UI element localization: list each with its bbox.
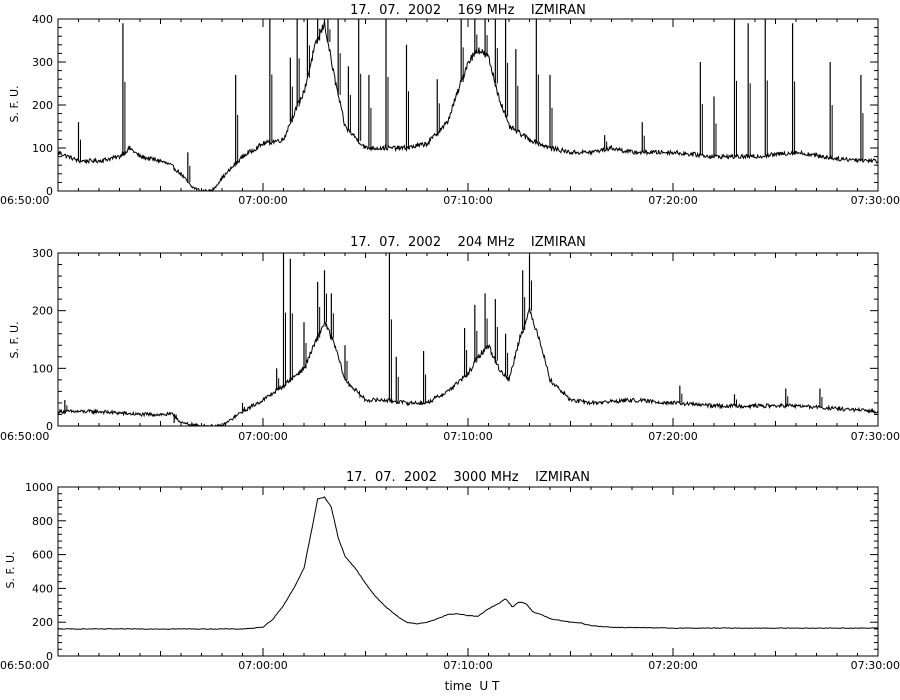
- series-line: [58, 496, 879, 630]
- x-tick-label: 07:10:00: [443, 659, 492, 672]
- y-tick-label: 800: [32, 515, 53, 528]
- x-tick-label: 07:10:00: [443, 430, 492, 443]
- x-tick-label: 06:50:00: [0, 430, 49, 443]
- panel-3000mhz-series: [58, 496, 879, 630]
- x-tick-label: 06:50:00: [0, 194, 49, 207]
- y-tick-label: 0: [46, 420, 53, 433]
- y-tick-label: 400: [32, 582, 53, 595]
- y-tick-label: 600: [32, 549, 53, 562]
- x-tick-label: 07:30:00: [851, 659, 900, 672]
- x-tick-label: 07:00:00: [238, 430, 287, 443]
- y-tick-label: 200: [32, 305, 53, 318]
- y-tick-label: 100: [32, 142, 53, 155]
- x-tick-label: 06:50:00: [0, 659, 49, 672]
- y-tick-label: 300: [32, 56, 53, 69]
- panel-204mhz-series: [57, 253, 879, 428]
- panel-204mhz-ylabel: S. F. U.: [8, 321, 21, 358]
- panel-169mhz: 17. 07. 2002 169 MHz IZMIRAN S. F. U. 06…: [0, 3, 900, 207]
- x-tick-label: 07:30:00: [851, 430, 900, 443]
- y-tick-label: 200: [32, 99, 53, 112]
- y-tick-label: 200: [32, 616, 53, 629]
- x-tick-label: 07:20:00: [648, 194, 697, 207]
- panel-169mhz-ylabel: S. F. U.: [8, 85, 21, 122]
- panel-204mhz: 17. 07. 2002 204 MHz IZMIRAN S. F. U. 06…: [0, 235, 900, 443]
- y-tick-label: 400: [32, 13, 53, 26]
- y-tick-label: 0: [46, 650, 53, 663]
- panel-3000mhz-title: 17. 07. 2002 3000 MHz IZMIRAN: [346, 470, 590, 485]
- panel-169mhz-title: 17. 07. 2002 169 MHz IZMIRAN: [350, 3, 586, 18]
- x-tick-label: 07:20:00: [648, 659, 697, 672]
- x-tick-label: 07:00:00: [238, 194, 287, 207]
- y-tick-label: 1000: [25, 481, 53, 494]
- panel-204mhz-axes: 06:50:00 07:00:00 07:10:00 07:20:00 07:30:00…: [0, 247, 900, 443]
- panel-3000mhz: 17. 07. 2002 3000 MHz IZMIRAN S. F. U. 0…: [0, 470, 900, 693]
- panel-169mhz-series: [57, 19, 879, 193]
- x-tick-label: 07:20:00: [648, 430, 697, 443]
- y-tick-label: 100: [32, 362, 53, 375]
- y-tick-label: 300: [32, 247, 53, 260]
- series-line: [57, 19, 879, 193]
- y-tick-label: 0: [46, 185, 53, 198]
- panel-3000mhz-xlabel: time U T: [445, 679, 500, 693]
- panel-169mhz-axes: 06:50:00 07:00:00 07:10:00 07:20:00 07:30:00…: [0, 13, 900, 207]
- x-tick-label: 07:10:00: [443, 194, 492, 207]
- panel-204mhz-title: 17. 07. 2002 204 MHz IZMIRAN: [350, 235, 586, 250]
- x-tick-label: 07:00:00: [238, 659, 287, 672]
- panel-3000mhz-ylabel: S. F. U.: [4, 551, 17, 588]
- series-line: [57, 307, 879, 428]
- x-tick-label: 07:30:00: [851, 194, 900, 207]
- panel-3000mhz-axes: 06:50:00 07:00:00 07:10:00 07:20:00 07:30:00…: [0, 481, 900, 672]
